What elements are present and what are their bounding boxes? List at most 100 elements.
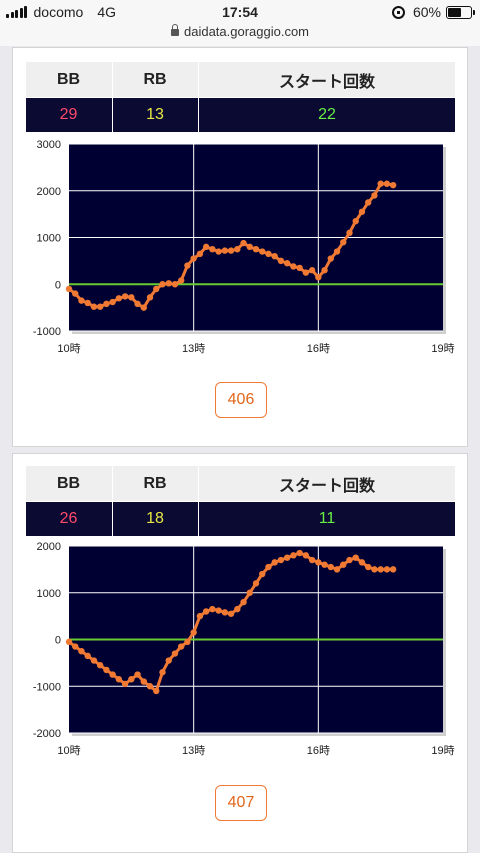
data-point: [153, 687, 160, 695]
header-start: スタート回数: [198, 62, 455, 97]
bb-count: 26: [59, 510, 78, 527]
data-point: [321, 561, 328, 568]
data-point: [265, 250, 272, 258]
slump-graph: 2000 1000 0 -1000 -2000 10時 13時 16時 19時: [33, 541, 455, 757]
data-point: [365, 199, 372, 206]
status-left: docomo 4G: [6, 4, 116, 20]
data-point: [240, 239, 247, 247]
x-tick-label: 13時: [182, 342, 205, 355]
machine-card: BB RB スタート回数 29 13 22 3000 2000 1000 0 -1000…: [12, 47, 468, 447]
data-point: [234, 605, 241, 613]
data-point: [290, 552, 297, 559]
x-tick-label: 13時: [182, 744, 205, 757]
data-point: [296, 264, 303, 272]
data-point: [377, 180, 384, 187]
machine-number-button[interactable]: 406: [215, 382, 267, 418]
rb-count: 13: [112, 98, 197, 132]
header-bb: BB: [56, 70, 81, 88]
data-point: [227, 247, 235, 254]
data-point: [209, 245, 216, 253]
address-bar[interactable]: daidata.goraggio.com: [0, 24, 480, 46]
data-point: [78, 647, 85, 655]
url-text: daidata.goraggio.com: [183, 24, 310, 39]
data-point: [265, 563, 272, 571]
data-point: [377, 566, 384, 573]
y-tick-label: 1000: [37, 233, 61, 245]
data-point: [358, 208, 366, 215]
data-point: [240, 598, 247, 606]
data-point: [84, 652, 91, 660]
data-point: [221, 247, 229, 254]
data-point: [146, 683, 154, 690]
data-point: [72, 290, 79, 297]
data-point: [121, 680, 129, 688]
data-point: [84, 299, 91, 307]
slump-chart: 3000 2000 1000 0 -1000 10時 13時 16時 19時: [13, 138, 469, 368]
battery-percent: 60%: [412, 4, 441, 20]
data-point: [215, 607, 222, 614]
data-point: [134, 671, 141, 678]
rotation-lock-icon: [391, 5, 405, 19]
bonus-table: BB RB スタート回数 29 13 22: [26, 62, 455, 132]
data-point: [221, 609, 229, 616]
data-point: [283, 554, 291, 561]
data-point: [389, 566, 397, 573]
data-point: [202, 243, 210, 251]
data-point: [128, 294, 135, 301]
data-point: [115, 295, 123, 302]
data-point: [352, 217, 359, 225]
data-point: [115, 676, 123, 683]
slump-chart: 2000 1000 0 -1000 -2000 10時 13時 16時 19時: [13, 540, 469, 770]
data-point: [296, 549, 303, 557]
data-point: [96, 303, 104, 310]
data-point: [371, 566, 378, 573]
battery-icon: [446, 5, 475, 19]
status-right: 60%: [391, 4, 475, 20]
data-point: [184, 262, 191, 269]
start-count: 11: [198, 502, 455, 536]
data-point: [134, 300, 141, 308]
data-point: [246, 589, 253, 596]
data-point: [234, 245, 241, 253]
data-point: [308, 267, 316, 274]
data-point: [209, 605, 216, 613]
data-point: [190, 255, 197, 262]
data-point: [171, 650, 179, 657]
data-point: [178, 277, 185, 284]
data-point: [358, 559, 366, 566]
data-point: [202, 608, 210, 615]
machine-number-button[interactable]: 407: [215, 785, 267, 821]
data-point: [290, 263, 297, 270]
data-point: [383, 566, 391, 573]
status-bar: docomo 4G 17:54 60%: [0, 0, 480, 24]
data-point: [215, 248, 222, 255]
data-point: [90, 657, 98, 664]
data-point: [327, 563, 334, 571]
y-tick-label: 3000: [37, 139, 61, 151]
table-header: BB RB スタート回数: [26, 62, 455, 97]
y-tick-label: 1000: [37, 588, 61, 600]
data-point: [72, 643, 79, 650]
header-start: スタート回数: [198, 466, 455, 501]
data-point: [252, 580, 260, 587]
data-point: [159, 669, 166, 676]
data-point: [333, 248, 341, 255]
header-rb: RB: [112, 62, 197, 97]
data-point: [159, 281, 166, 288]
y-tick-label: 2000: [37, 541, 61, 553]
data-point: [171, 281, 179, 288]
data-point: [140, 678, 147, 685]
data-point: [78, 297, 85, 304]
bb-count: 29: [59, 106, 78, 123]
data-point: [271, 253, 278, 260]
data-point: [302, 552, 310, 559]
table-row: 26 18 11: [26, 502, 455, 536]
slump-graph: 3000 2000 1000 0 -1000 10時 13時 16時 19時: [33, 139, 455, 355]
data-point: [259, 570, 266, 578]
data-point: [109, 671, 116, 678]
data-point: [327, 255, 334, 262]
machine-card: BB RB スタート回数 26 18 11 2000 1000 0 -1000 -200…: [12, 453, 468, 853]
network-type: 4G: [97, 4, 116, 20]
data-point: [271, 559, 278, 566]
data-point: [389, 181, 397, 189]
